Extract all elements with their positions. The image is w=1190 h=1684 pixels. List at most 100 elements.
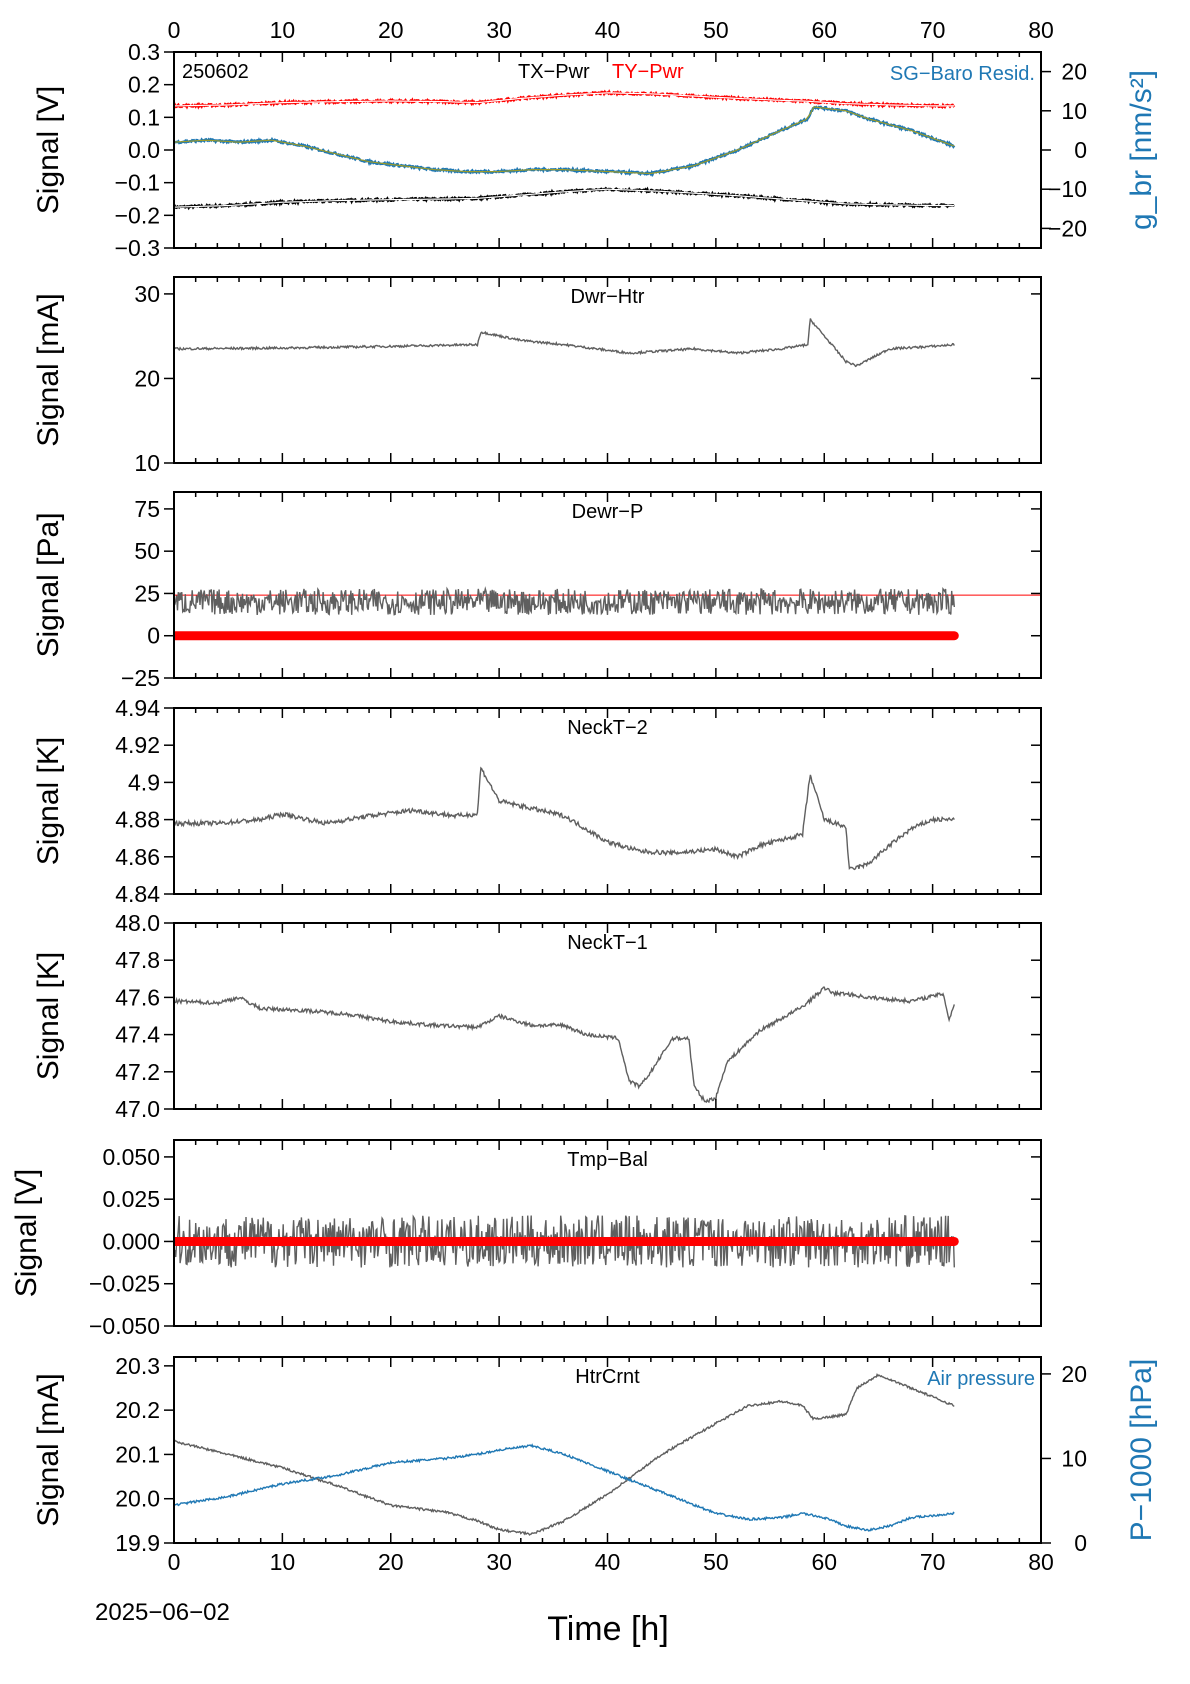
series-line: [174, 1373, 955, 1536]
y-tick-label: 19.9: [115, 1530, 160, 1556]
panels: −0.3 −0.2 −0.1 0.0 0.1 0.2 0.3 −20 −10 0 10 20 g_br …: [10, 17, 1158, 1575]
series-line: [174, 1443, 955, 1532]
y-axis-label: Signal [Pa]: [32, 512, 65, 657]
plot-area: [174, 1373, 955, 1536]
x-tick-label-top: 60: [811, 17, 837, 43]
y-tick-label: 20.0: [115, 1486, 160, 1512]
y-tick-label: 4.9: [128, 769, 160, 795]
y-tick-label: 0.0: [128, 137, 160, 163]
plot-area: [174, 766, 955, 871]
panel-id-label: 250602: [182, 61, 249, 83]
series-fit-line: [174, 188, 955, 208]
x-tick-label-top: 10: [270, 17, 296, 43]
y-tick-label: 0.000: [102, 1228, 160, 1254]
y-tick-label: 4.88: [115, 807, 160, 833]
x-tick-label-bottom: 30: [486, 1549, 512, 1575]
panel-title: Dwr−Htr: [571, 286, 645, 308]
series-fit-line: [174, 92, 955, 107]
panel-3: −25 0 25 50 75 Signal [Pa] Dewr−P: [32, 491, 1042, 691]
y-tick-label: 10: [134, 450, 160, 476]
panel-5: 47.0 47.2 47.4 47.6 47.8 48.0 Signal [K] NeckT−…: [32, 910, 1042, 1122]
y-tick-label: 4.84: [115, 881, 160, 907]
plot-area: [174, 1214, 959, 1268]
panel-7: 19.9 20.0 20.1 20.2 20.3 0 10 20 P−1000 [hPa] Sig…: [32, 1353, 1158, 1556]
y-tick-label: 47.6: [115, 984, 160, 1010]
y-tick-label: 50: [134, 538, 160, 564]
x-tick-label-bottom: 60: [811, 1549, 837, 1575]
plot-area: [174, 89, 956, 211]
x-tick-label-top: 20: [378, 17, 404, 43]
x-tick-label-bottom: 50: [703, 1549, 729, 1575]
panel-title: NeckT−1: [567, 932, 648, 954]
y2-tick-label: 10: [1061, 1445, 1087, 1471]
y2-axis-label: P−1000 [hPa]: [1125, 1359, 1158, 1542]
y-tick-label: 4.86: [115, 844, 160, 870]
y-tick-label: 0.025: [102, 1186, 160, 1212]
date-label: 2025−06−02: [95, 1599, 230, 1626]
y-axis-label: Signal [V]: [10, 1169, 43, 1297]
y-tick-label: 20.1: [115, 1441, 160, 1467]
y-tick-label: −25: [121, 665, 160, 691]
y2-tick-label: 10: [1061, 98, 1087, 124]
y2-axis-label: g_br [nm/s²]: [1125, 70, 1158, 230]
y-tick-label: 48.0: [115, 910, 160, 936]
series-line: [174, 986, 955, 1104]
plot-area: [174, 318, 955, 368]
panel-4: 4.84 4.86 4.88 4.9 4.92 4.94 Signal [K] NeckT−2: [32, 695, 1042, 907]
panel-frame: [173, 1356, 1042, 1544]
y-tick-label: −0.1: [115, 170, 160, 196]
y-axis-label: Signal [V]: [32, 86, 65, 214]
panel-title: HtrCrnt: [575, 1366, 640, 1388]
x-tick-label-bottom: 10: [270, 1549, 296, 1575]
panel-frame: [173, 491, 1042, 679]
y-tick-label: 20: [134, 365, 160, 391]
x-tick-label-top: 30: [486, 17, 512, 43]
x-tick-label-bottom: 0: [168, 1549, 181, 1575]
x-tick-label-bottom: 20: [378, 1549, 404, 1575]
x-tick-label-top: 0: [168, 17, 181, 43]
y-tick-label: 47.8: [115, 947, 160, 973]
y2-tick-label: 20: [1061, 1361, 1087, 1387]
y-tick-label: 0.3: [128, 39, 160, 65]
series-line: [174, 89, 956, 110]
y-axis-label: Signal [K]: [32, 952, 65, 1080]
y2-tick-label: 0: [1074, 137, 1087, 163]
y-tick-label: 25: [134, 580, 160, 606]
y-tick-label: 47.4: [115, 1022, 160, 1048]
panel-frame: [173, 51, 1042, 249]
x-tick-label-top: 50: [703, 17, 729, 43]
series-line: [174, 766, 955, 871]
y2-tick-label: 20: [1061, 59, 1087, 85]
panel-frame: [173, 276, 1042, 464]
y-tick-label: 4.92: [115, 732, 160, 758]
y-axis-label: Signal [mA]: [32, 1373, 65, 1526]
plot-area: [174, 586, 1041, 641]
panel-title: Dewr−P: [572, 501, 644, 523]
legend-entry: SG−Baro Resid.: [890, 63, 1035, 85]
y-tick-label: −0.2: [115, 202, 160, 228]
panel-6: −0.050 −0.025 0.000 0.025 0.050 Signal [V] Tmp…: [10, 1139, 1042, 1339]
y-tick-label: 0.050: [102, 1144, 160, 1170]
panel-frame: [173, 1139, 1042, 1327]
series-fit-line: [174, 106, 955, 175]
x-axis-label: Time [h]: [547, 1610, 669, 1648]
legend-entry: TX−Pwr: [518, 61, 590, 83]
x-tick-label-bottom: 70: [920, 1549, 946, 1575]
y-tick-label: 20.3: [115, 1353, 160, 1379]
y-tick-label: −0.3: [115, 235, 160, 261]
series-line: [174, 586, 955, 616]
x-tick-label-bottom: 40: [595, 1549, 621, 1575]
panel-2: 10 20 30 Signal [mA] Dwr−Htr: [32, 276, 1042, 476]
y-tick-label: 0.1: [128, 104, 160, 130]
legend-entry: Air pressure: [927, 1368, 1035, 1390]
plot-area: [174, 986, 955, 1104]
y-tick-label: 4.94: [115, 695, 160, 721]
y-tick-label: 47.0: [115, 1096, 160, 1122]
x-tick-label-top: 40: [595, 17, 621, 43]
y2-tick-label: 0: [1074, 1530, 1087, 1556]
series-line: [174, 105, 956, 178]
y-tick-label: 75: [134, 496, 160, 522]
panel-1: −0.3 −0.2 −0.1 0.0 0.1 0.2 0.3 −20 −10 0 10 20 g_br …: [32, 39, 1158, 261]
panel-frame: [173, 922, 1042, 1110]
